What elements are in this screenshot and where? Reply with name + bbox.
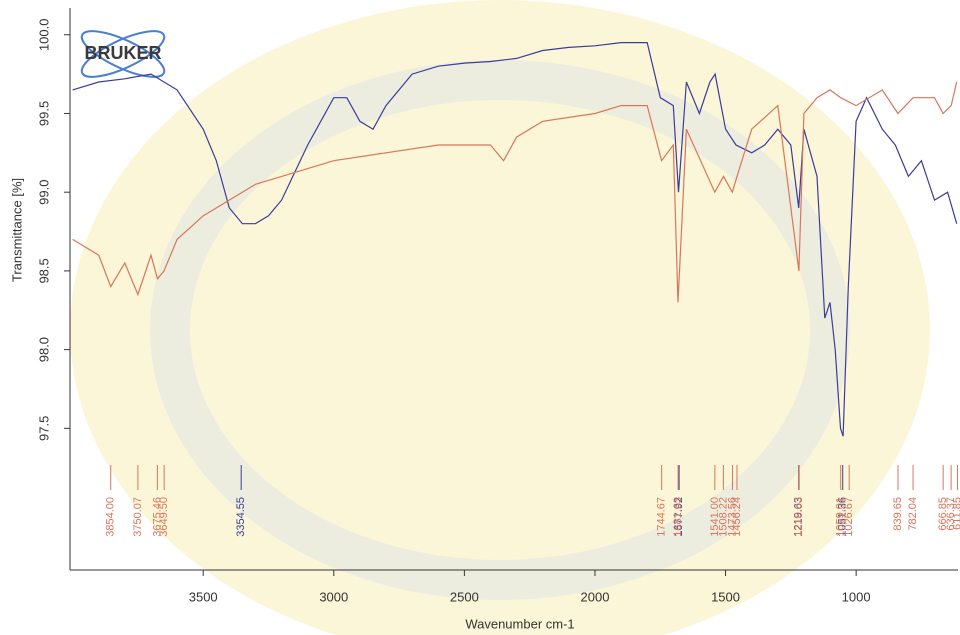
peak-label: 636.37 bbox=[945, 497, 957, 531]
peak-label: 1681.63 bbox=[672, 497, 684, 537]
logo: BRUKER bbox=[80, 30, 166, 78]
peak-label: 1059.01 bbox=[835, 497, 847, 537]
peak-label: 611.85 bbox=[951, 497, 960, 530]
x-tick-label: 3500 bbox=[189, 589, 218, 604]
y-axis-title: Transmittance [%] bbox=[9, 178, 24, 282]
peak-label: 839.65 bbox=[892, 497, 904, 531]
y-tick-label: 99.5 bbox=[36, 101, 51, 126]
peak-label: 1219.63 bbox=[793, 497, 805, 537]
x-tick-label: 1500 bbox=[711, 589, 740, 604]
peak-label: 3649.50 bbox=[158, 497, 170, 537]
x-tick-label: 2500 bbox=[450, 589, 479, 604]
peak-label: 1541.00 bbox=[709, 497, 721, 537]
y-tick-label: 99.0 bbox=[36, 180, 51, 205]
y-tick-label: 98.0 bbox=[36, 337, 51, 362]
peak-label: 1508.22 bbox=[717, 497, 729, 537]
x-tick-label: 1000 bbox=[842, 589, 871, 604]
peak-label: 1677.92 bbox=[673, 497, 685, 537]
peak-label: 3354.55 bbox=[235, 497, 247, 537]
watermark-ring bbox=[150, 60, 850, 600]
spectrum-line bbox=[72, 42, 958, 437]
peak-label: 1473.56 bbox=[726, 497, 738, 537]
peak-label: 3750.07 bbox=[132, 497, 144, 537]
peak-label: 3675.46 bbox=[151, 497, 163, 537]
peak-label: 1026.67 bbox=[843, 497, 855, 537]
spectrum-line bbox=[72, 81, 958, 303]
y-tick-label: 100.0 bbox=[36, 18, 51, 51]
x-tick-label: 2000 bbox=[581, 589, 610, 604]
x-tick-label: 3000 bbox=[319, 589, 348, 604]
peak-label: 782.04 bbox=[907, 497, 919, 531]
peak-label: 1218.03 bbox=[793, 497, 805, 537]
peak-label: 1051.36 bbox=[837, 497, 849, 537]
y-tick-label: 98.5 bbox=[36, 258, 51, 283]
peak-label: 3854.00 bbox=[105, 497, 117, 537]
peak-label: 1744.67 bbox=[656, 497, 668, 537]
x-axis-title: Wavenumber cm-1 bbox=[465, 616, 574, 631]
peak-label: 666.85 bbox=[937, 497, 949, 531]
peak-label: 1456.24 bbox=[731, 497, 743, 537]
y-tick-label: 97.5 bbox=[36, 416, 51, 441]
logo-text: BRUKER bbox=[84, 43, 161, 63]
